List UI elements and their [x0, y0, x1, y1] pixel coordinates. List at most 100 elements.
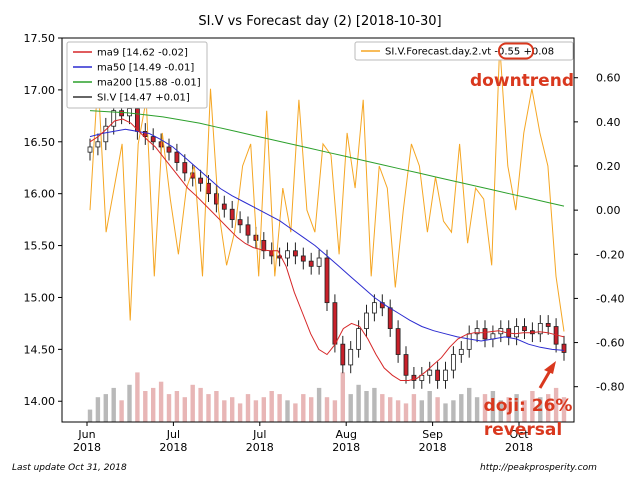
- x-tick-year: 2018: [246, 441, 274, 454]
- candle-body: [316, 257, 322, 267]
- volume-bar: [158, 381, 164, 422]
- plot-frame: [61, 37, 575, 423]
- candle-body: [348, 348, 354, 366]
- volume-bar: [459, 394, 464, 422]
- candle-body: [261, 239, 267, 252]
- candle-body: [166, 146, 172, 153]
- y-left-tick-label: 17.50: [24, 32, 56, 45]
- volume-bar: [143, 391, 148, 422]
- x-tick-year: 2018: [332, 441, 360, 454]
- y-right-tick-label: 0.00: [596, 204, 621, 217]
- plot-area: [87, 44, 567, 422]
- volume-bar: [135, 372, 140, 422]
- y-right-tick-label: 0.20: [596, 160, 621, 173]
- legend-label: ma50 [14.49 -0.01]: [97, 63, 194, 74]
- volume-bar: [372, 387, 377, 422]
- annotation-reversal: reversal: [484, 420, 562, 440]
- volume-bar: [340, 372, 345, 422]
- volume-bar: [198, 387, 203, 422]
- candle-body: [443, 369, 448, 381]
- y-left-tick-label: 17.00: [24, 84, 56, 97]
- volume-bar: [348, 394, 353, 422]
- x-tick-label: Sep: [422, 428, 443, 441]
- candle-body: [403, 354, 409, 376]
- ma9-line: [89, 118, 565, 381]
- y-left-tick-label: 14.00: [24, 395, 56, 408]
- volume-bar: [364, 391, 369, 422]
- y-right-tick-label: 0.60: [596, 72, 621, 85]
- volume-bar: [261, 397, 266, 422]
- candle-body: [127, 108, 132, 117]
- candle-body: [285, 250, 290, 259]
- candle-body: [229, 208, 235, 221]
- annotation-doji: doji: 26%: [484, 396, 573, 416]
- volume-bar: [245, 394, 251, 422]
- candle-body: [482, 328, 488, 340]
- annotations: downtrend doji: 26% reversal: [470, 71, 574, 440]
- volume-bar: [166, 394, 172, 422]
- candle-body: [561, 343, 567, 353]
- volume-bar: [411, 394, 417, 422]
- volume-bar: [293, 403, 298, 422]
- y-left-tick-label: 16.00: [24, 188, 56, 201]
- legend: ma9 [14.62 -0.02] ma50 [14.49 -0.01] ma200…: [66, 41, 574, 109]
- volume-bar: [119, 400, 124, 422]
- x-tick-label: Jul: [166, 428, 180, 441]
- candle-body: [174, 151, 180, 163]
- y-right-tick-label: -0.20: [596, 248, 624, 261]
- volume-bar: [514, 394, 519, 422]
- x-tick-year: 2018: [419, 441, 447, 454]
- y-left-tick-label: 14.50: [24, 343, 56, 356]
- volume-bar: [127, 384, 132, 422]
- candle-body: [371, 302, 377, 314]
- candle-body: [458, 348, 464, 355]
- volume-bar: [222, 400, 227, 422]
- y-right-tick-label: -0.80: [596, 381, 624, 394]
- candle-body: [395, 328, 401, 355]
- volume-bar: [561, 397, 567, 422]
- candle-body: [387, 307, 393, 329]
- legend-circled-value: -0.55: [494, 47, 520, 58]
- candle-body: [545, 323, 551, 327]
- volume-bar: [190, 384, 195, 422]
- volume-bar: [435, 397, 440, 422]
- volume-bar: [151, 387, 156, 422]
- volume-bar: [395, 400, 401, 422]
- candle-body: [427, 369, 433, 376]
- volume-bar: [498, 400, 503, 422]
- ma50-line: [89, 128, 565, 351]
- candle-body: [332, 302, 338, 345]
- volume-bar: [174, 391, 180, 422]
- candle-body: [292, 250, 298, 257]
- ma200-line: [89, 110, 565, 207]
- volume-bar: [482, 394, 488, 422]
- volume-bar: [206, 394, 211, 422]
- volume-bar: [214, 391, 219, 422]
- volume-bar: [277, 394, 282, 422]
- candle-body: [308, 260, 314, 267]
- volume-bar: [443, 403, 448, 422]
- volume-bar: [332, 400, 338, 422]
- candle-body: [245, 224, 251, 236]
- annotation-downtrend: downtrend: [470, 71, 574, 91]
- candle-body: [206, 182, 211, 195]
- candle-body: [103, 125, 109, 143]
- volume-bar: [316, 387, 322, 422]
- volume-bar: [553, 387, 559, 422]
- legend-label: ma200 [15.88 -0.01]: [97, 78, 201, 89]
- volume-bar: [474, 397, 480, 422]
- candle-body: [198, 177, 204, 184]
- last-update-text: Last update Oct 31, 2018: [12, 463, 127, 473]
- candle-body: [514, 326, 519, 338]
- x-tick-year: 2018: [73, 441, 101, 454]
- source-url-text: http://peakprosperity.com: [480, 463, 597, 473]
- volume-bar: [182, 397, 187, 422]
- x-tick-label: Oct: [509, 428, 529, 441]
- volume-bar: [380, 394, 385, 422]
- y-right-tick-label: 0.40: [596, 116, 621, 129]
- volume-bar: [530, 391, 535, 422]
- annotation-arrow-head: [544, 361, 556, 374]
- volume-bar: [95, 397, 101, 422]
- volume-bar: [103, 394, 108, 422]
